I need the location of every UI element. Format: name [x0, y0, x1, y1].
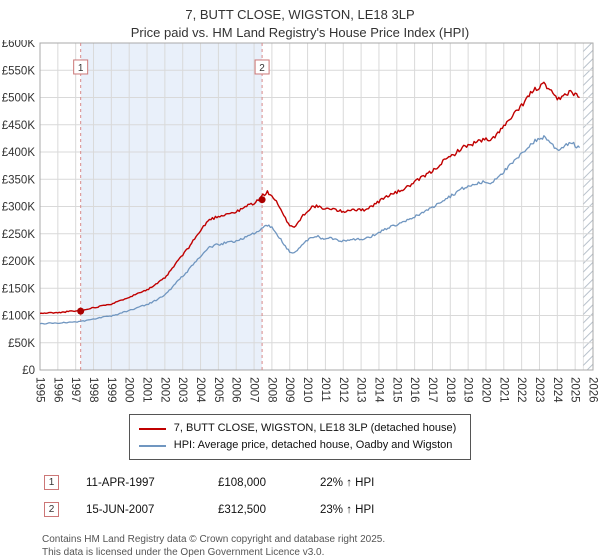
svg-text:1999: 1999 [105, 377, 117, 403]
svg-text:£550K: £550K [2, 65, 36, 77]
svg-text:£450K: £450K [2, 120, 36, 132]
chart-header: 7, BUTT CLOSE, WIGSTON, LE18 3LP Price p… [0, 0, 600, 40]
svg-text:2005: 2005 [212, 377, 224, 403]
svg-text:2: 2 [259, 63, 265, 74]
svg-text:£600K: £600K [2, 40, 36, 50]
svg-text:2010: 2010 [301, 377, 313, 403]
attribution-footer: Contains HM Land Registry data © Crown c… [42, 533, 600, 559]
svg-text:£400K: £400K [2, 147, 36, 159]
transaction-2-hpi-delta: 23% ↑ HPI [320, 503, 375, 516]
price-chart: 1 2 £0 £50K £100K £150K £200K £250K £300K £350K £4… [2, 40, 599, 403]
svg-text:2023: 2023 [533, 377, 545, 403]
svg-text:2026: 2026 [587, 377, 599, 403]
transaction-1-date: 11-APR-1997 [86, 476, 155, 489]
transaction-1-marker: 1 [44, 475, 59, 490]
svg-text:2008: 2008 [265, 377, 277, 403]
svg-text:2015: 2015 [390, 377, 402, 403]
transaction-2-marker: 2 [44, 502, 59, 517]
svg-text:2011: 2011 [319, 377, 331, 402]
page-title: 7, BUTT CLOSE, WIGSTON, LE18 3LP [185, 7, 415, 22]
svg-text:£500K: £500K [2, 93, 36, 105]
svg-text:£350K: £350K [2, 174, 36, 186]
svg-text:£200K: £200K [2, 256, 36, 268]
svg-text:£150K: £150K [2, 283, 36, 295]
svg-text:2021: 2021 [497, 377, 509, 403]
svg-text:2025: 2025 [569, 377, 581, 403]
transaction-row-2: 2 15-JUN-2007 £312,500 23% ↑ HPI [44, 496, 600, 523]
transactions-table: 1 11-APR-1997 £108,000 22% ↑ HPI 2 15-JU… [44, 469, 600, 523]
svg-text:2014: 2014 [372, 377, 384, 403]
svg-text:2002: 2002 [158, 377, 170, 403]
transaction-2-date: 15-JUN-2007 [86, 503, 155, 516]
legend-item-property-label: 7, BUTT CLOSE, WIGSTON, LE18 3LP (detach… [173, 422, 457, 434]
hpi-line-swatch [138, 444, 166, 447]
svg-text:£0: £0 [22, 365, 35, 377]
svg-text:1997: 1997 [69, 377, 81, 403]
svg-text:£250K: £250K [2, 229, 36, 241]
attribution-line-1: Contains HM Land Registry data © Crown c… [42, 534, 386, 545]
legend: 7, BUTT CLOSE, WIGSTON, LE18 3LP (detach… [128, 414, 472, 460]
svg-text:1996: 1996 [51, 377, 63, 403]
svg-text:2024: 2024 [551, 377, 563, 403]
svg-text:2013: 2013 [355, 377, 367, 403]
svg-text:£100K: £100K [2, 311, 36, 323]
page-subtitle: Price paid vs. HM Land Registry's House … [130, 25, 470, 40]
svg-text:£300K: £300K [2, 202, 36, 214]
legend-item-hpi: HPI: Average price, detached house, Oadb… [138, 437, 456, 454]
legend-item-property: 7, BUTT CLOSE, WIGSTON, LE18 3LP (detach… [138, 420, 457, 437]
transaction-1-hpi-delta: 22% ↑ HPI [320, 476, 375, 489]
svg-text:2020: 2020 [480, 377, 492, 403]
transaction-1-price: £108,000 [218, 476, 266, 489]
svg-text:2022: 2022 [515, 377, 527, 403]
svg-text:1998: 1998 [87, 377, 99, 403]
svg-text:2012: 2012 [337, 377, 349, 403]
svg-text:2007: 2007 [248, 377, 260, 403]
svg-text:2016: 2016 [408, 377, 420, 403]
legend-item-hpi-label: HPI: Average price, detached house, Oadb… [173, 439, 453, 451]
property-line-swatch [138, 427, 166, 430]
svg-text:2017: 2017 [426, 377, 438, 403]
svg-text:2018: 2018 [444, 377, 456, 403]
svg-text:2004: 2004 [194, 377, 206, 403]
svg-text:2009: 2009 [283, 377, 295, 403]
svg-text:1: 1 [78, 63, 84, 74]
attribution-line-2: This data is licensed under the Open Gov… [42, 547, 325, 558]
svg-text:£50K: £50K [8, 338, 35, 350]
transaction-row-1: 1 11-APR-1997 £108,000 22% ↑ HPI [44, 469, 600, 496]
svg-text:2003: 2003 [176, 377, 188, 403]
svg-text:2006: 2006 [230, 377, 242, 403]
svg-text:2019: 2019 [462, 377, 474, 403]
svg-text:2001: 2001 [141, 377, 153, 403]
svg-text:1995: 1995 [34, 377, 46, 403]
transaction-2-price: £312,500 [218, 503, 266, 516]
svg-text:2000: 2000 [123, 377, 135, 403]
